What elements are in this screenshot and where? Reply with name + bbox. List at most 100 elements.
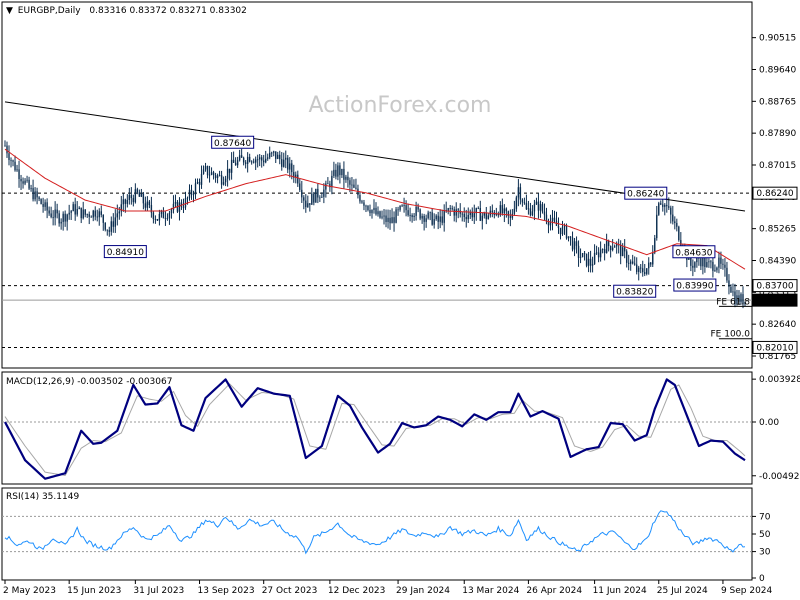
candle-body [732,291,734,293]
price-pane: ActionForex.com FE 61.8 FE 100.0 0.90515 0… [1,1,798,369]
price-annotation: 0.83990 [673,278,717,292]
candle-body [333,169,335,176]
rsi-title: RSI(14) 35.1149 [6,492,79,502]
candle-body [96,216,98,218]
candle-body [401,205,403,207]
candle-body [634,263,636,265]
candle-body [465,216,467,220]
candle-body [405,205,407,211]
time-tick-label: 25 Jul 2024 [657,586,708,596]
candle-body [277,154,279,159]
candle-body [525,203,528,210]
candle-body [623,247,626,252]
candle-body [611,247,614,250]
candle-body [648,262,650,269]
annotation-label: 0.86240 [627,190,664,200]
candle-body [363,202,365,206]
symbol-timeframe: EURGBP,Daily [18,6,81,16]
time-tick-label: 29 Jan 2024 [396,586,450,596]
candle-body [631,261,634,264]
candle-body [499,205,502,216]
candle-body [273,151,275,153]
candle-body [351,184,353,186]
candle-body [146,201,149,208]
candle-body [80,207,82,219]
candle-body [281,159,283,167]
price-annotation: 0.87640 [211,135,255,149]
price-axis: 0.905150.896400.887650.878900.870150.861… [752,34,798,362]
candle-body [495,213,498,215]
trendline [4,101,746,212]
macd-tick-label: 0.00 [759,418,779,428]
price-tick-label: 0.90515 [759,34,796,44]
candle-body [216,175,219,178]
candle-body [110,221,112,232]
candle-body [258,157,261,160]
candle-body [421,215,423,219]
candle-body [50,213,52,218]
candle-body [491,210,494,213]
candle-body [427,212,429,219]
candle-body [423,215,425,222]
candle-body [531,211,534,216]
candle-body [507,211,510,217]
candle-body [463,213,465,217]
candle-body [44,202,46,207]
fib-label: FE 100.0 [711,330,751,340]
candle-body [557,225,560,228]
watermark: ActionForex.com [309,93,492,118]
candle-body [728,280,730,287]
moving-average-line [4,148,746,270]
candle-body [439,216,441,222]
candle-body [724,264,726,268]
candle-body [250,161,253,163]
candle-body [226,168,229,179]
candle-body [68,212,70,215]
candle-body [700,258,702,267]
candle-body [702,258,704,267]
candle-body [473,213,475,218]
candle-body [220,175,223,185]
candle-body [20,178,22,182]
candle-body [738,295,740,303]
price-level-label: 0.83700 [756,282,793,292]
candle-body [200,173,203,185]
candle-body [597,252,600,258]
candle-body [722,263,724,265]
candle-body [112,221,114,227]
candle-body [730,286,732,293]
macd-tick-label: 0.003928 [759,375,800,385]
price-tick-label: 0.87890 [759,129,796,139]
candle-body [150,204,153,213]
symbol-label: ▼ EURGBP,Daily 0.83316 0.83372 0.83271 0… [6,6,247,16]
candle-body [104,222,106,230]
candle-body [192,194,195,196]
candle-body [40,199,42,205]
candle-body [740,294,742,303]
candle-body [579,257,582,258]
candle-body [583,253,586,255]
candle-body [271,152,273,154]
candle-body [483,212,485,216]
candle-body [565,225,568,239]
candle-body [198,181,201,185]
price-level-box [752,186,798,200]
price-level-tag: 0.83302 [752,293,798,307]
candle-body [720,257,722,264]
candle-body [62,213,64,222]
candle-body [385,215,387,222]
candle-body [162,210,165,219]
candle-body [361,201,363,203]
candle-body [485,212,488,220]
annotation-box [673,278,717,292]
candle-body [537,201,540,211]
candle-body [575,241,578,246]
candle-body [194,183,197,195]
candle-body [646,268,648,274]
candle-body [505,208,508,212]
candle-body [166,218,169,219]
candle-body [32,188,34,200]
candle-body [301,189,303,198]
time-tick-label: 26 Apr 2024 [526,586,582,596]
